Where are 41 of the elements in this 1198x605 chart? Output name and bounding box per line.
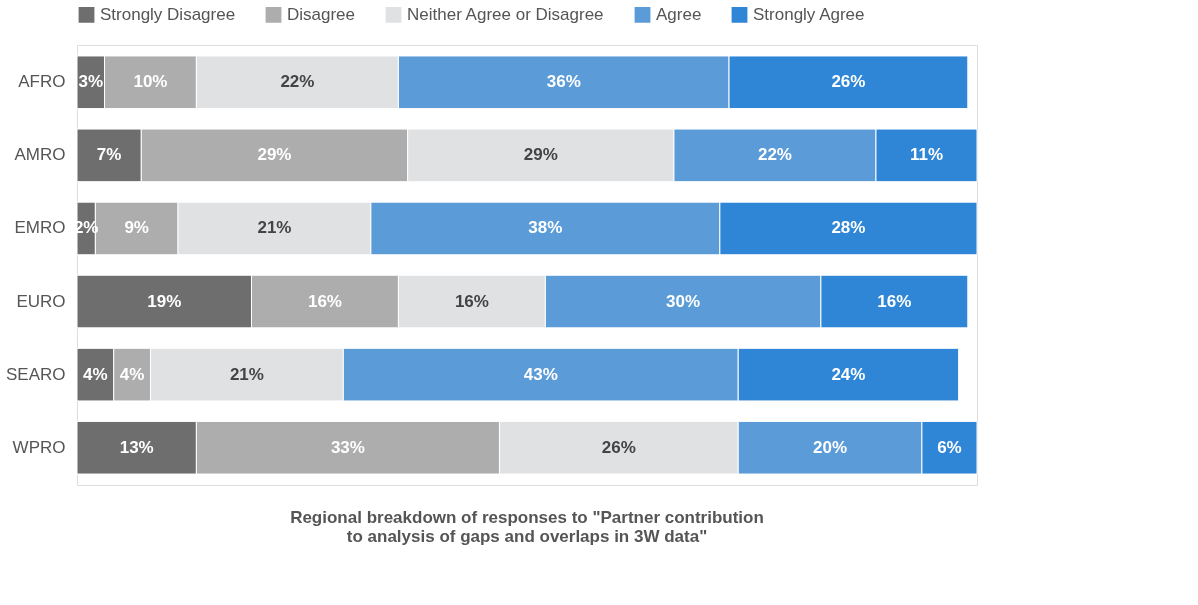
data-label: 10% [133, 72, 168, 92]
y-tick-label: AMRO [14, 145, 66, 165]
data-label: 20% [813, 437, 848, 457]
data-label: 11% [909, 145, 944, 165]
data-label: 26% [601, 437, 636, 457]
data-label: 43% [523, 364, 558, 384]
legend-label: Strongly Disagree [100, 4, 236, 24]
data-label: 4% [119, 364, 145, 384]
data-label: 3% [78, 72, 104, 92]
data-label: 38% [528, 218, 563, 238]
y-tick-label: EURO [16, 291, 66, 311]
data-label: 21% [257, 218, 292, 238]
data-label: 4% [83, 364, 108, 384]
data-label: 29% [257, 145, 292, 165]
legend-label: Disagree [287, 4, 356, 24]
data-label: 19% [147, 291, 182, 311]
legend-label: Neither Agree or Disagree [407, 4, 604, 24]
data-label: 28% [831, 218, 866, 238]
data-label: 16% [454, 291, 489, 311]
data-label: 21% [229, 364, 264, 384]
legend-label: Strongly Agree [753, 4, 865, 24]
text: Regional breakdown of responses to "Partner contribution to analysis of gaps and overlaps in 3W data" [290, 508, 764, 546]
data-label: 16% [307, 291, 342, 311]
legend-label: Agree [656, 4, 702, 24]
y-tick-label: SEARO [5, 364, 66, 384]
data-label: 36% [546, 72, 581, 92]
data-label: 16% [877, 291, 912, 311]
y-tick-label: AFRO [18, 72, 66, 92]
data-label: 6% [937, 437, 962, 457]
y-tick-label: WPRO [12, 437, 66, 457]
data-label: 33% [330, 437, 365, 457]
data-label: 24% [831, 364, 866, 384]
data-label: 26% [831, 72, 866, 92]
data-label: 29% [523, 145, 558, 165]
data-label: 22% [757, 145, 792, 165]
data-label: 7% [96, 145, 122, 165]
data-label: 13% [119, 437, 154, 457]
data-label: 30% [666, 291, 701, 311]
data-label: 22% [280, 72, 315, 92]
data-label: 9% [124, 218, 149, 238]
y-tick-label: EMRO [14, 218, 66, 238]
